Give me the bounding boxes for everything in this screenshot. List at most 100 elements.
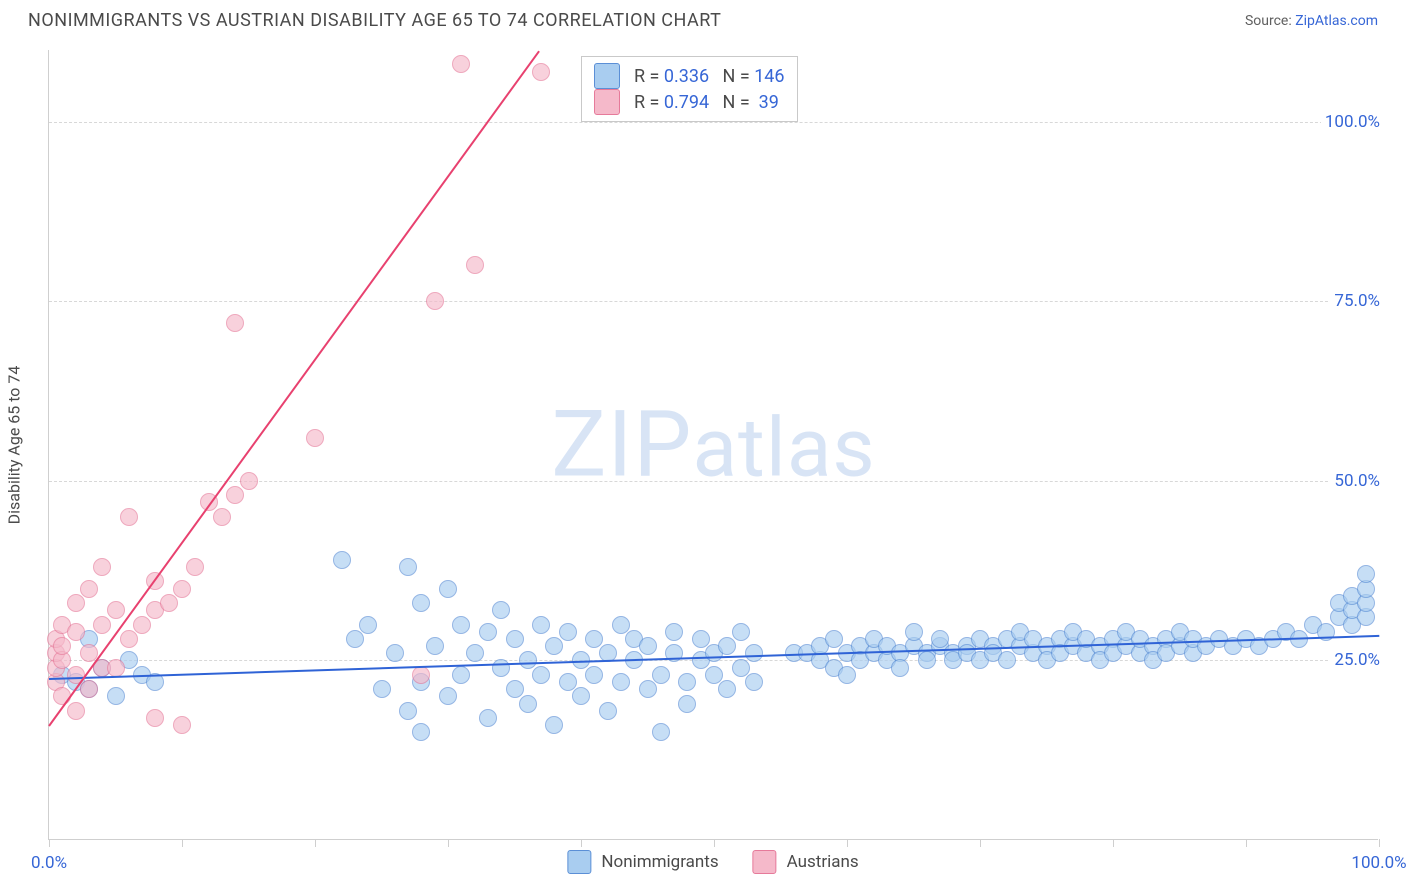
ytick-label: 50.0% bbox=[1330, 471, 1384, 491]
xtick bbox=[182, 839, 183, 847]
data-point bbox=[240, 472, 258, 490]
data-point bbox=[399, 702, 417, 720]
header: NONIMMIGRANTS VS AUSTRIAN DISABILITY AGE… bbox=[0, 0, 1406, 39]
data-point bbox=[93, 558, 111, 576]
data-point bbox=[585, 630, 603, 648]
gridline bbox=[49, 301, 1378, 302]
data-point bbox=[705, 666, 723, 684]
legend-row: R = 0.336 N = 146 bbox=[594, 63, 785, 89]
legend-item: Austrians bbox=[753, 850, 859, 874]
data-point bbox=[359, 616, 377, 634]
ytick-label: 100.0% bbox=[1321, 112, 1384, 132]
legend-row: R = 0.794 N = 39 bbox=[594, 89, 785, 115]
legend-swatch bbox=[594, 89, 620, 115]
xtick bbox=[581, 839, 582, 847]
data-point bbox=[732, 623, 750, 641]
xtick bbox=[1246, 839, 1247, 847]
data-point bbox=[931, 630, 949, 648]
data-point bbox=[107, 601, 125, 619]
data-point bbox=[519, 651, 537, 669]
plot-area: ZIPatlas 25.0%50.0%75.0%100.0%0.0%100.0%… bbox=[48, 50, 1378, 840]
data-point bbox=[306, 429, 324, 447]
data-point bbox=[226, 486, 244, 504]
plot-wrap: ZIPatlas 25.0%50.0%75.0%100.0%0.0%100.0%… bbox=[48, 50, 1378, 840]
legend-bottom: Nonimmigrants Austrians bbox=[567, 850, 858, 874]
data-point bbox=[346, 630, 364, 648]
data-point bbox=[652, 666, 670, 684]
data-point bbox=[412, 723, 430, 741]
data-point bbox=[120, 630, 138, 648]
data-point bbox=[67, 623, 85, 641]
data-point bbox=[53, 637, 71, 655]
data-point bbox=[545, 637, 563, 655]
data-point bbox=[333, 551, 351, 569]
data-point bbox=[80, 580, 98, 598]
data-point bbox=[146, 709, 164, 727]
data-point bbox=[506, 630, 524, 648]
data-point bbox=[998, 651, 1016, 669]
data-point bbox=[599, 702, 617, 720]
data-point bbox=[386, 644, 404, 662]
xtick-label: 100.0% bbox=[1351, 853, 1406, 873]
data-point bbox=[133, 616, 151, 634]
data-point bbox=[226, 314, 244, 332]
data-point bbox=[412, 666, 430, 684]
ytick-label: 75.0% bbox=[1330, 291, 1384, 311]
data-point bbox=[678, 673, 696, 691]
source: Source: ZipAtlas.com bbox=[1245, 13, 1378, 29]
data-point bbox=[466, 256, 484, 274]
data-point bbox=[399, 558, 417, 576]
data-point bbox=[160, 594, 178, 612]
data-point bbox=[532, 63, 550, 81]
data-point bbox=[559, 623, 577, 641]
data-point bbox=[838, 666, 856, 684]
data-point bbox=[466, 644, 484, 662]
data-point bbox=[745, 644, 763, 662]
data-point bbox=[585, 666, 603, 684]
data-point bbox=[439, 580, 457, 598]
legend-label: Nonimmigrants bbox=[601, 852, 718, 872]
data-point bbox=[492, 601, 510, 619]
data-point bbox=[612, 616, 630, 634]
data-point bbox=[652, 723, 670, 741]
data-point bbox=[173, 580, 191, 598]
xtick bbox=[1113, 839, 1114, 847]
data-point bbox=[678, 695, 696, 713]
legend-stat-text: R = 0.336 N = 146 bbox=[634, 66, 785, 87]
watermark: ZIPatlas bbox=[551, 391, 875, 498]
data-point bbox=[452, 616, 470, 634]
data-point bbox=[692, 630, 710, 648]
data-point bbox=[572, 687, 590, 705]
data-point bbox=[639, 680, 657, 698]
data-point bbox=[479, 709, 497, 727]
xtick bbox=[714, 839, 715, 847]
data-point bbox=[891, 659, 909, 677]
data-point bbox=[545, 716, 563, 734]
data-point bbox=[452, 55, 470, 73]
legend-item: Nonimmigrants bbox=[567, 850, 718, 874]
data-point bbox=[412, 594, 430, 612]
legend-swatch bbox=[594, 63, 620, 89]
data-point bbox=[506, 680, 524, 698]
xtick-label: 0.0% bbox=[31, 853, 67, 873]
legend-label: Austrians bbox=[787, 852, 859, 872]
source-link[interactable]: ZipAtlas.com bbox=[1295, 13, 1378, 29]
data-point bbox=[452, 666, 470, 684]
data-point bbox=[612, 673, 630, 691]
xtick bbox=[448, 839, 449, 847]
data-point bbox=[492, 659, 510, 677]
data-point bbox=[426, 292, 444, 310]
data-point bbox=[718, 637, 736, 655]
data-point bbox=[67, 594, 85, 612]
legend-swatch bbox=[567, 850, 591, 874]
chart-container: NONIMMIGRANTS VS AUSTRIAN DISABILITY AGE… bbox=[0, 0, 1406, 892]
data-point bbox=[107, 659, 125, 677]
data-point bbox=[80, 680, 98, 698]
data-point bbox=[373, 680, 391, 698]
legend-swatch bbox=[753, 850, 777, 874]
data-point bbox=[825, 630, 843, 648]
legend-stats: R = 0.336 N = 146R = 0.794 N = 39 bbox=[581, 56, 798, 122]
data-point bbox=[426, 637, 444, 655]
chart-title: NONIMMIGRANTS VS AUSTRIAN DISABILITY AGE… bbox=[28, 10, 721, 31]
data-point bbox=[905, 623, 923, 641]
